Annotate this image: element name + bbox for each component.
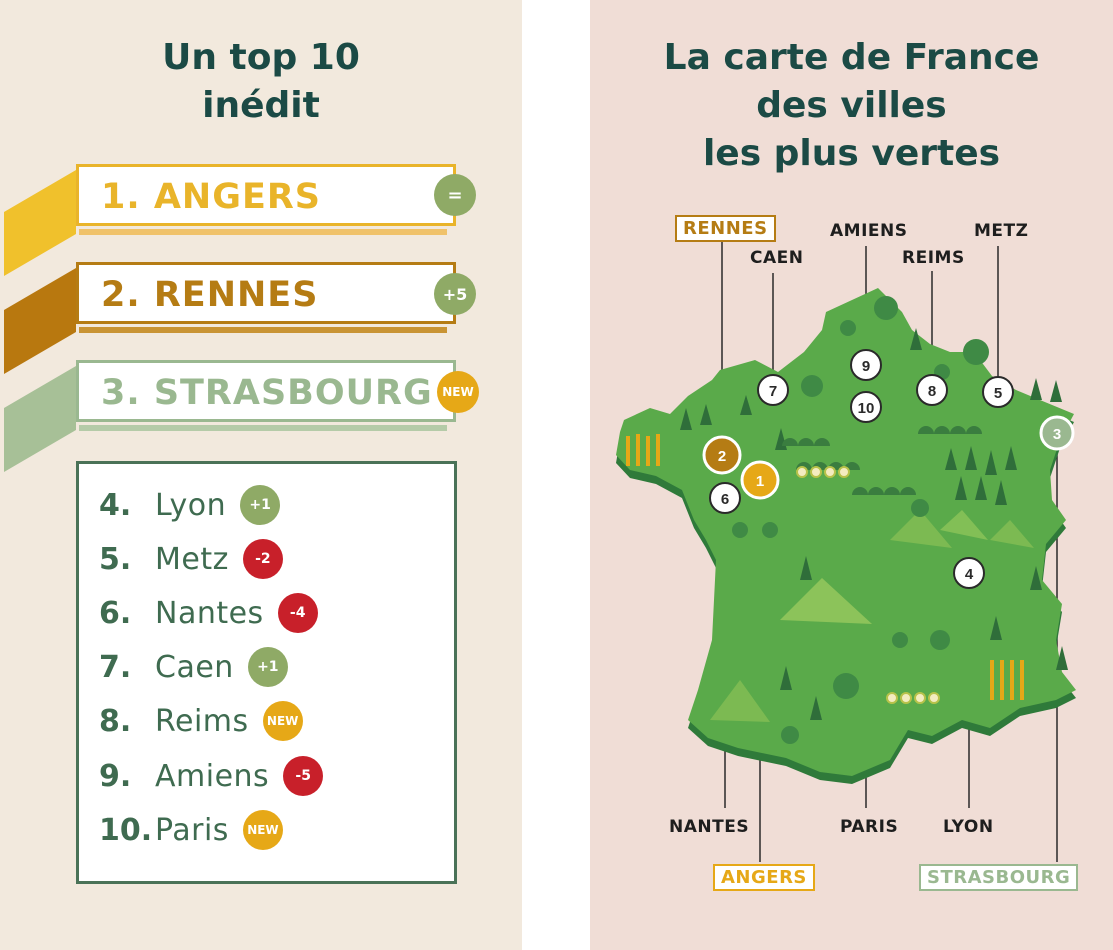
card-shadow — [79, 425, 447, 431]
ribbon-brown — [4, 268, 76, 374]
city-name: Lyon — [155, 487, 227, 523]
city-name: Reims — [155, 703, 249, 739]
svg-text:3: 3 — [1053, 426, 1061, 443]
rank-card-text: 1. ANGERS — [101, 177, 322, 217]
ribbon-gold — [4, 170, 76, 276]
title-line: Un top 10 — [162, 37, 360, 78]
rank-number: 6. — [99, 595, 132, 631]
marker-2: 2 — [702, 435, 742, 475]
svg-text:5: 5 — [994, 385, 1002, 402]
new-badge: NEW — [262, 701, 303, 741]
city-name: Paris — [155, 812, 229, 848]
ranking-list: 4. Lyon +1 5. Metz -2 6. Nantes -4 7. Ca… — [76, 461, 457, 884]
label-reims: REIMS — [902, 248, 965, 268]
card-shadow — [79, 229, 447, 235]
list-item: 10. Paris NEW — [99, 808, 283, 852]
rank-number: 9. — [99, 758, 132, 794]
rank-change-badge: -5 — [283, 756, 324, 796]
rank-change-badge: = — [434, 174, 476, 216]
title-line: inédit — [202, 85, 320, 126]
svg-text:2: 2 — [718, 448, 726, 465]
title-line: La carte de France — [663, 37, 1040, 78]
city-markers: 1 2 3 4 5 6 7 — [702, 349, 1075, 589]
marker-1: 1 — [740, 460, 780, 500]
rank-number: 8. — [99, 703, 132, 739]
label-metz: METZ — [974, 221, 1029, 241]
round-trees — [732, 296, 989, 744]
list-item: 6. Nantes -4 — [99, 591, 318, 635]
label-angers: ANGERS — [713, 864, 815, 891]
france-map: 1 2 3 4 5 6 7 — [616, 240, 1076, 862]
marker-9: 9 — [850, 349, 882, 381]
svg-text:1: 1 — [756, 473, 764, 490]
new-badge: NEW — [242, 810, 283, 850]
map-title: La carte de France des villes les plus v… — [590, 34, 1113, 178]
label-paris: PARIS — [840, 817, 899, 837]
city-name: Nantes — [155, 595, 264, 631]
marker-6: 6 — [709, 482, 741, 514]
list-item: 9. Amiens -5 — [99, 754, 324, 798]
top10-title: Un top 10 inédit — [0, 34, 522, 130]
top10-panel: Un top 10 inédit 1. ANGERS = 2. RENNES +… — [0, 0, 522, 950]
rank-card-2: 2. RENNES — [76, 262, 456, 333]
svg-text:9: 9 — [862, 358, 870, 375]
label-amiens: AMIENS — [830, 221, 908, 241]
rank-number: 10. — [99, 812, 153, 848]
rank-change-badge: +5 — [434, 273, 476, 315]
rank-change-badge: -2 — [242, 539, 283, 579]
title-line: les plus vertes — [702, 133, 1001, 174]
map-shape — [616, 288, 1076, 784]
title-line: des villes — [756, 85, 947, 126]
rank-card-3: 3. STRASBOURG — [76, 360, 456, 431]
rank-number: 7. — [99, 649, 132, 685]
rank-number: 4. — [99, 487, 132, 523]
trees — [680, 328, 1068, 720]
marker-7: 7 — [757, 374, 789, 406]
marker-5: 5 — [982, 376, 1014, 408]
marker-3: 3 — [1039, 415, 1075, 451]
rank-card-1: 1. ANGERS — [76, 164, 456, 235]
card-shadow — [79, 327, 447, 333]
label-rennes: RENNES — [675, 215, 776, 242]
svg-text:4: 4 — [965, 566, 974, 583]
marker-8: 8 — [916, 374, 948, 406]
marker-4: 4 — [953, 557, 985, 589]
rank-card-text: 3. STRASBOURG — [101, 373, 433, 413]
list-item: 8. Reims NEW — [99, 699, 303, 743]
svg-text:10: 10 — [858, 400, 875, 417]
label-caen: CAEN — [750, 248, 804, 268]
svg-text:6: 6 — [721, 491, 729, 508]
ribbon-sage — [4, 366, 76, 472]
label-nantes: NANTES — [669, 817, 750, 837]
svg-text:8: 8 — [928, 383, 936, 400]
rank-change-badge: +1 — [247, 647, 288, 687]
flower-row — [796, 466, 940, 704]
list-item: 5. Metz -2 — [99, 537, 283, 581]
rank-change-badge: -4 — [277, 593, 318, 633]
list-item: 7. Caen +1 — [99, 645, 288, 689]
rank-card-text: 2. RENNES — [101, 275, 319, 315]
rank-number: 5. — [99, 541, 132, 577]
city-name: Caen — [155, 649, 234, 685]
rank-change-badge: +1 — [240, 485, 281, 525]
city-name: Amiens — [155, 758, 270, 794]
svg-text:7: 7 — [769, 383, 777, 400]
label-lyon: LYON — [943, 817, 994, 837]
marker-10: 10 — [850, 391, 882, 423]
city-name: Metz — [155, 541, 229, 577]
list-item: 4. Lyon +1 — [99, 483, 281, 527]
new-badge: NEW — [437, 371, 479, 413]
map-panel: La carte de France des villes les plus v… — [590, 0, 1113, 950]
label-strasbourg: STRASBOURG — [919, 864, 1079, 891]
crop-field — [626, 434, 1024, 700]
